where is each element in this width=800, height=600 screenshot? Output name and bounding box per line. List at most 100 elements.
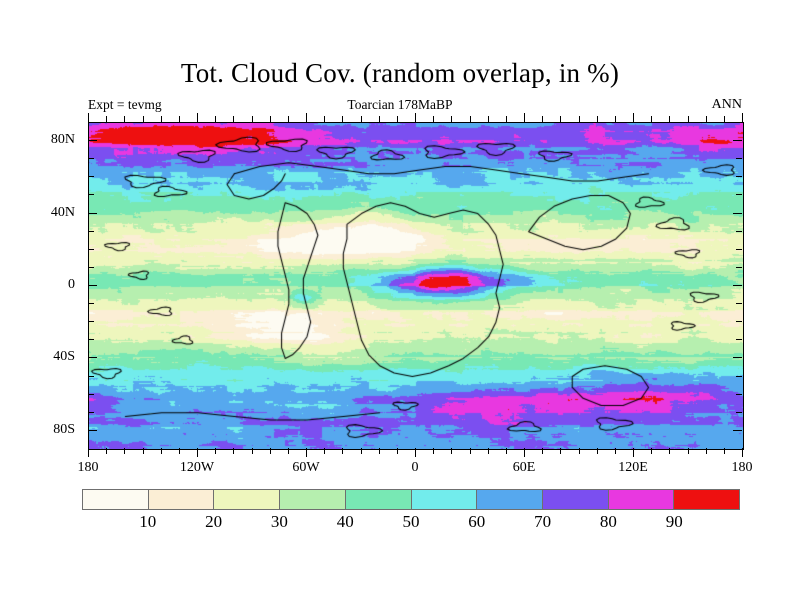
x-tick — [178, 116, 180, 122]
x-tick — [215, 116, 217, 122]
x-axis-label: 0 — [411, 460, 419, 475]
x-tick — [723, 448, 725, 454]
x-tick — [633, 113, 634, 122]
colorbar-tick-label: 30 — [270, 512, 288, 531]
experiment-label: Expt = tevmg — [88, 97, 162, 112]
y-tick — [88, 212, 97, 214]
map-plot-area — [88, 122, 744, 450]
x-tick — [433, 116, 435, 122]
x-tick — [197, 113, 198, 122]
colorbar-tick-label: 80 — [599, 512, 617, 531]
colorbar-swatch — [279, 490, 345, 509]
x-tick — [360, 116, 362, 122]
x-tick — [106, 448, 108, 454]
x-tick — [469, 116, 471, 122]
x-tick — [687, 116, 689, 122]
x-tick — [124, 116, 126, 122]
x-axis-label: 60W — [292, 460, 320, 475]
y-tick — [88, 230, 94, 232]
colorbar-swatch — [673, 490, 740, 509]
x-tick — [578, 116, 580, 122]
colorbar-tick-label: 10 — [139, 512, 157, 531]
x-tick — [633, 448, 634, 457]
x-tick — [106, 116, 108, 122]
y-tick — [88, 140, 97, 142]
x-tick — [251, 116, 253, 122]
x-tick — [560, 448, 562, 454]
y-tick — [88, 411, 94, 413]
x-tick — [487, 448, 489, 454]
x-tick — [124, 448, 126, 454]
x-tick — [160, 448, 162, 454]
x-tick — [742, 448, 743, 457]
x-tick — [396, 448, 398, 454]
x-tick — [233, 116, 235, 122]
y-tick — [88, 285, 97, 286]
x-tick — [451, 116, 453, 122]
colorbar-swatch — [541, 490, 608, 509]
x-tick — [723, 116, 725, 122]
x-tick — [487, 116, 489, 122]
x-tick — [505, 116, 507, 122]
x-tick — [160, 116, 162, 122]
y-tick — [733, 357, 742, 359]
x-tick — [396, 116, 398, 122]
x-tick — [614, 448, 616, 454]
y-tick — [733, 285, 742, 286]
y-tick — [736, 303, 742, 305]
x-axis-label: 180 — [77, 460, 99, 475]
y-axis-label: 80S — [53, 421, 75, 437]
y-tick — [733, 429, 742, 431]
y-tick — [88, 429, 97, 431]
colorbar-swatch — [607, 490, 674, 509]
x-tick — [415, 113, 416, 122]
x-tick — [178, 448, 180, 454]
y-tick — [736, 158, 742, 160]
x-tick — [560, 116, 562, 122]
y-tick — [736, 321, 742, 323]
x-tick — [306, 448, 307, 457]
y-axis-label: 40S — [53, 349, 75, 365]
y-tick — [736, 194, 742, 196]
y-tick — [736, 339, 742, 341]
x-tick — [287, 448, 289, 454]
x-tick — [324, 116, 326, 122]
page-title: Tot. Cloud Cov. (random overlap, in %) — [180, 58, 620, 88]
y-tick — [88, 248, 94, 250]
colorbar — [82, 489, 740, 510]
x-tick — [651, 448, 653, 454]
y-tick — [88, 303, 94, 305]
x-tick — [469, 448, 471, 454]
colorbar-tick-label: 90 — [665, 512, 683, 531]
x-tick — [542, 116, 544, 122]
x-tick — [269, 448, 271, 454]
x-tick — [705, 116, 707, 122]
y-tick — [736, 176, 742, 178]
y-tick — [733, 140, 742, 142]
x-tick — [360, 448, 362, 454]
x-tick — [596, 116, 598, 122]
x-tick — [524, 113, 525, 122]
x-tick — [742, 113, 743, 122]
y-tick — [736, 248, 742, 250]
x-tick — [378, 448, 380, 454]
colorbar-swatch — [83, 490, 148, 509]
colorbar-tick-label: 40 — [336, 512, 354, 531]
x-axis-label: 180 — [731, 460, 753, 475]
x-tick — [88, 113, 89, 122]
x-tick — [669, 116, 671, 122]
y-tick — [736, 375, 742, 377]
x-tick — [324, 448, 326, 454]
season-label: ANN — [711, 97, 742, 112]
x-tick — [142, 448, 144, 454]
x-tick — [88, 448, 89, 457]
colorbar-swatch — [213, 490, 280, 509]
x-tick — [687, 448, 689, 454]
x-tick — [215, 448, 217, 454]
y-tick — [88, 176, 94, 178]
cloud-cover-heatmap — [89, 123, 743, 449]
colorbar-tick-label: 20 — [205, 512, 223, 531]
colorbar-swatch — [344, 490, 411, 509]
y-tick — [736, 411, 742, 413]
